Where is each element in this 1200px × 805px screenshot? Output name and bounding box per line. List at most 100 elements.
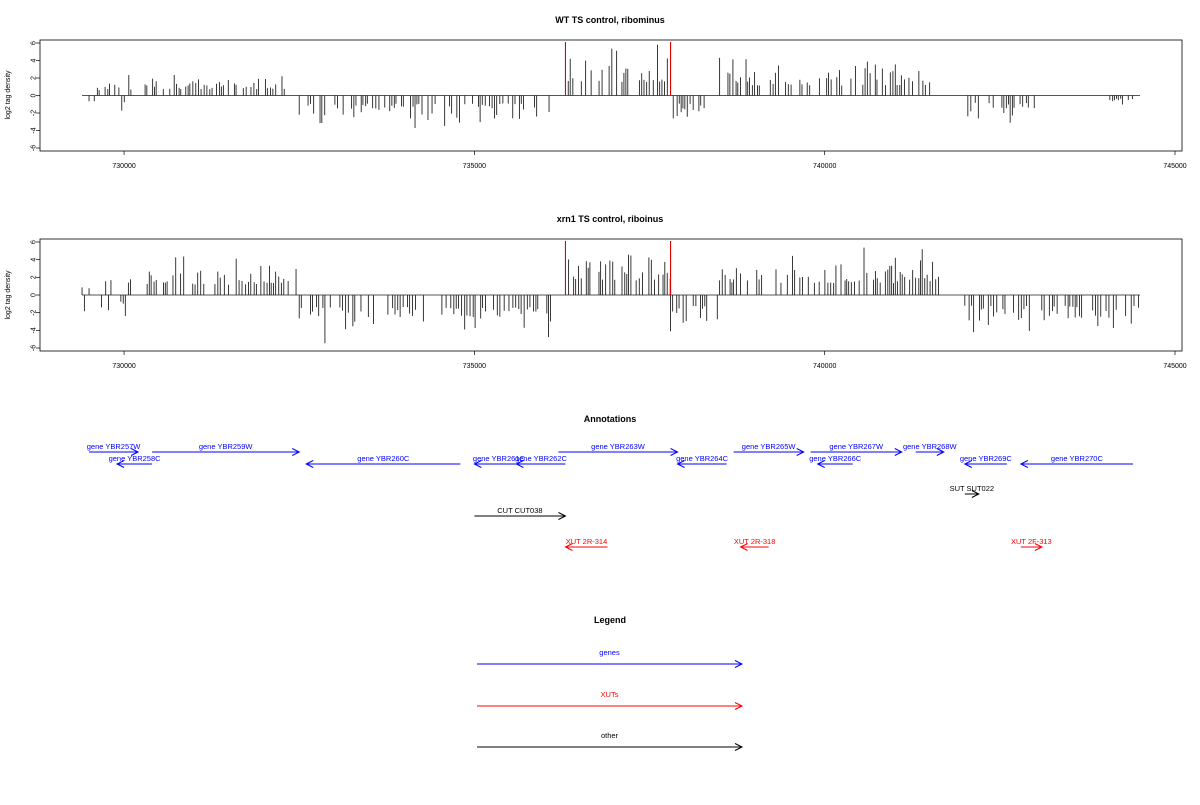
legend-title: Legend xyxy=(594,615,626,625)
annotation-label: gene YBR270C xyxy=(1051,454,1104,463)
annotation-label: gene YBR266C xyxy=(809,454,862,463)
y-tick-label: -2 xyxy=(31,309,38,315)
annotation-label: gene YBR260C xyxy=(357,454,410,463)
annotation-genes: gene YBR269C xyxy=(960,454,1013,468)
xrn1-density-panel: xrn1 TS control, riboinus log2 tag densi… xyxy=(5,214,1187,370)
y-tick-label: 0 xyxy=(31,293,38,297)
y-tick-label: 2 xyxy=(31,275,38,279)
annotation-label: gene YBR263W xyxy=(591,442,646,451)
legend-arrowhead xyxy=(734,743,744,751)
annotation-label: gene YBR264C xyxy=(676,454,729,463)
annotation-label: XUT 2R-318 xyxy=(734,537,776,546)
annotation-genes: gene YBR266C xyxy=(809,454,862,468)
annotation-arrowhead xyxy=(558,512,567,520)
annotation-label: gene YBR259W xyxy=(199,442,254,451)
annotation-genes: gene YBR257W xyxy=(87,442,142,456)
y-tick-label: -4 xyxy=(31,327,38,333)
x-tick-label: 745000 xyxy=(1163,363,1186,370)
annotation-arrowhead xyxy=(305,460,314,468)
annotation-label: CUT CUT038 xyxy=(497,506,542,515)
annotation-arrowhead xyxy=(816,460,825,468)
annotations-title: Annotations xyxy=(584,414,637,424)
annotation-arrowhead xyxy=(292,448,301,456)
y-tick-label: -6 xyxy=(31,345,38,351)
annotation-arrowhead xyxy=(894,448,903,456)
annotation-arrowhead xyxy=(936,448,945,456)
legend-label: genes xyxy=(599,648,620,657)
annotation-label: gene YBR269C xyxy=(960,454,1013,463)
legend-item: genes xyxy=(477,648,744,668)
annotation-genes: gene YBR264C xyxy=(676,454,729,468)
x-tick-label: 735000 xyxy=(463,163,486,170)
legend-arrowhead xyxy=(734,702,744,710)
annotation-label: gene YBR265W xyxy=(742,442,797,451)
annotation-genes: gene YBR258C xyxy=(109,454,162,468)
annotation-xuts: XUT 2R-314 xyxy=(564,537,608,551)
annotation-label: gene YBR267W xyxy=(829,442,884,451)
x-tick-label: 740000 xyxy=(813,363,836,370)
annotation-arrowhead xyxy=(739,543,748,551)
y-tick-label: -4 xyxy=(31,127,38,133)
x-tick-label: 730000 xyxy=(112,363,135,370)
annotation-track: Annotations gene YBR257W gene YBR258C gene… xyxy=(87,414,1133,551)
x-tick-label: 735000 xyxy=(463,363,486,370)
panel-title: xrn1 TS control, riboinus xyxy=(557,214,664,224)
legend-item: XUTs xyxy=(477,690,744,710)
annotation-genes: gene YBR262C xyxy=(515,454,568,468)
y-tick-label: 4 xyxy=(31,258,38,262)
annotation-arrowhead xyxy=(1034,543,1043,551)
annotation-arrowhead xyxy=(564,543,573,551)
annotation-other: SUT SUT022 xyxy=(950,484,994,498)
y-tick-label: -2 xyxy=(31,110,38,116)
x-tick-label: 740000 xyxy=(813,163,836,170)
y-tick-label: 6 xyxy=(31,240,38,244)
annotation-arrowhead xyxy=(963,460,973,468)
annotation-genes: gene YBR265W xyxy=(733,442,805,456)
y-tick-label: 0 xyxy=(31,93,38,97)
y-tick-label: -6 xyxy=(31,145,38,151)
annotation-genes: gene YBR267W xyxy=(810,442,903,456)
legend-label: other xyxy=(601,731,619,740)
annotation-label: gene YBR262C xyxy=(515,454,568,463)
y-axis-label: log2 tag density xyxy=(5,70,12,120)
signal-bars xyxy=(88,44,1133,129)
annotation-arrowhead xyxy=(515,460,524,468)
annotation-label: gene YBR258C xyxy=(109,454,162,463)
annotation-arrowhead xyxy=(676,460,685,468)
y-tick-label: 2 xyxy=(31,76,38,80)
annotation-xuts: XUT 2F-313 xyxy=(1011,537,1052,551)
y-tick-label: 6 xyxy=(31,41,38,45)
x-tick-label: 745000 xyxy=(1163,163,1186,170)
legend-item: other xyxy=(477,731,744,751)
annotation-other: CUT CUT038 xyxy=(474,506,567,520)
legend: Legend genes XUTs other xyxy=(477,615,744,751)
legend-arrowhead xyxy=(734,660,744,668)
wt-density-panel: WT TS control, ribominus log2 tag densit… xyxy=(5,15,1187,170)
annotation-genes: gene YBR268W xyxy=(903,442,958,456)
annotation-arrowhead xyxy=(796,448,805,456)
y-axis-label: log2 tag density xyxy=(5,270,12,320)
x-tick-label: 730000 xyxy=(112,163,135,170)
annotation-arrowhead xyxy=(473,460,482,468)
panel-title: WT TS control, ribominus xyxy=(555,15,665,25)
annotation-arrowhead xyxy=(971,490,980,498)
annotation-genes: gene YBR261C xyxy=(473,454,526,468)
annotation-arrowhead xyxy=(130,448,140,456)
annotation-genes: gene YBR259W xyxy=(152,442,301,456)
annotation-arrowhead xyxy=(115,460,125,468)
annotation-arrowhead xyxy=(1019,460,1029,468)
annotation-label: XUT 2F-313 xyxy=(1011,537,1052,546)
y-tick-label: 4 xyxy=(31,58,38,62)
annotation-genes: gene YBR263W xyxy=(558,442,679,456)
annotation-label: gene YBR261C xyxy=(473,454,526,463)
annotation-arrowhead xyxy=(670,448,679,456)
annotation-label: gene YBR257W xyxy=(87,442,142,451)
annotation-label: SUT SUT022 xyxy=(950,484,994,493)
legend-label: XUTs xyxy=(601,690,619,699)
annotation-label: XUT 2R-314 xyxy=(566,537,608,546)
annotation-genes: gene YBR270C xyxy=(1019,454,1133,468)
annotation-genes: gene YBR260C xyxy=(305,454,461,468)
annotation-xuts: XUT 2R-318 xyxy=(734,537,776,551)
annotation-label: gene YBR268W xyxy=(903,442,958,451)
